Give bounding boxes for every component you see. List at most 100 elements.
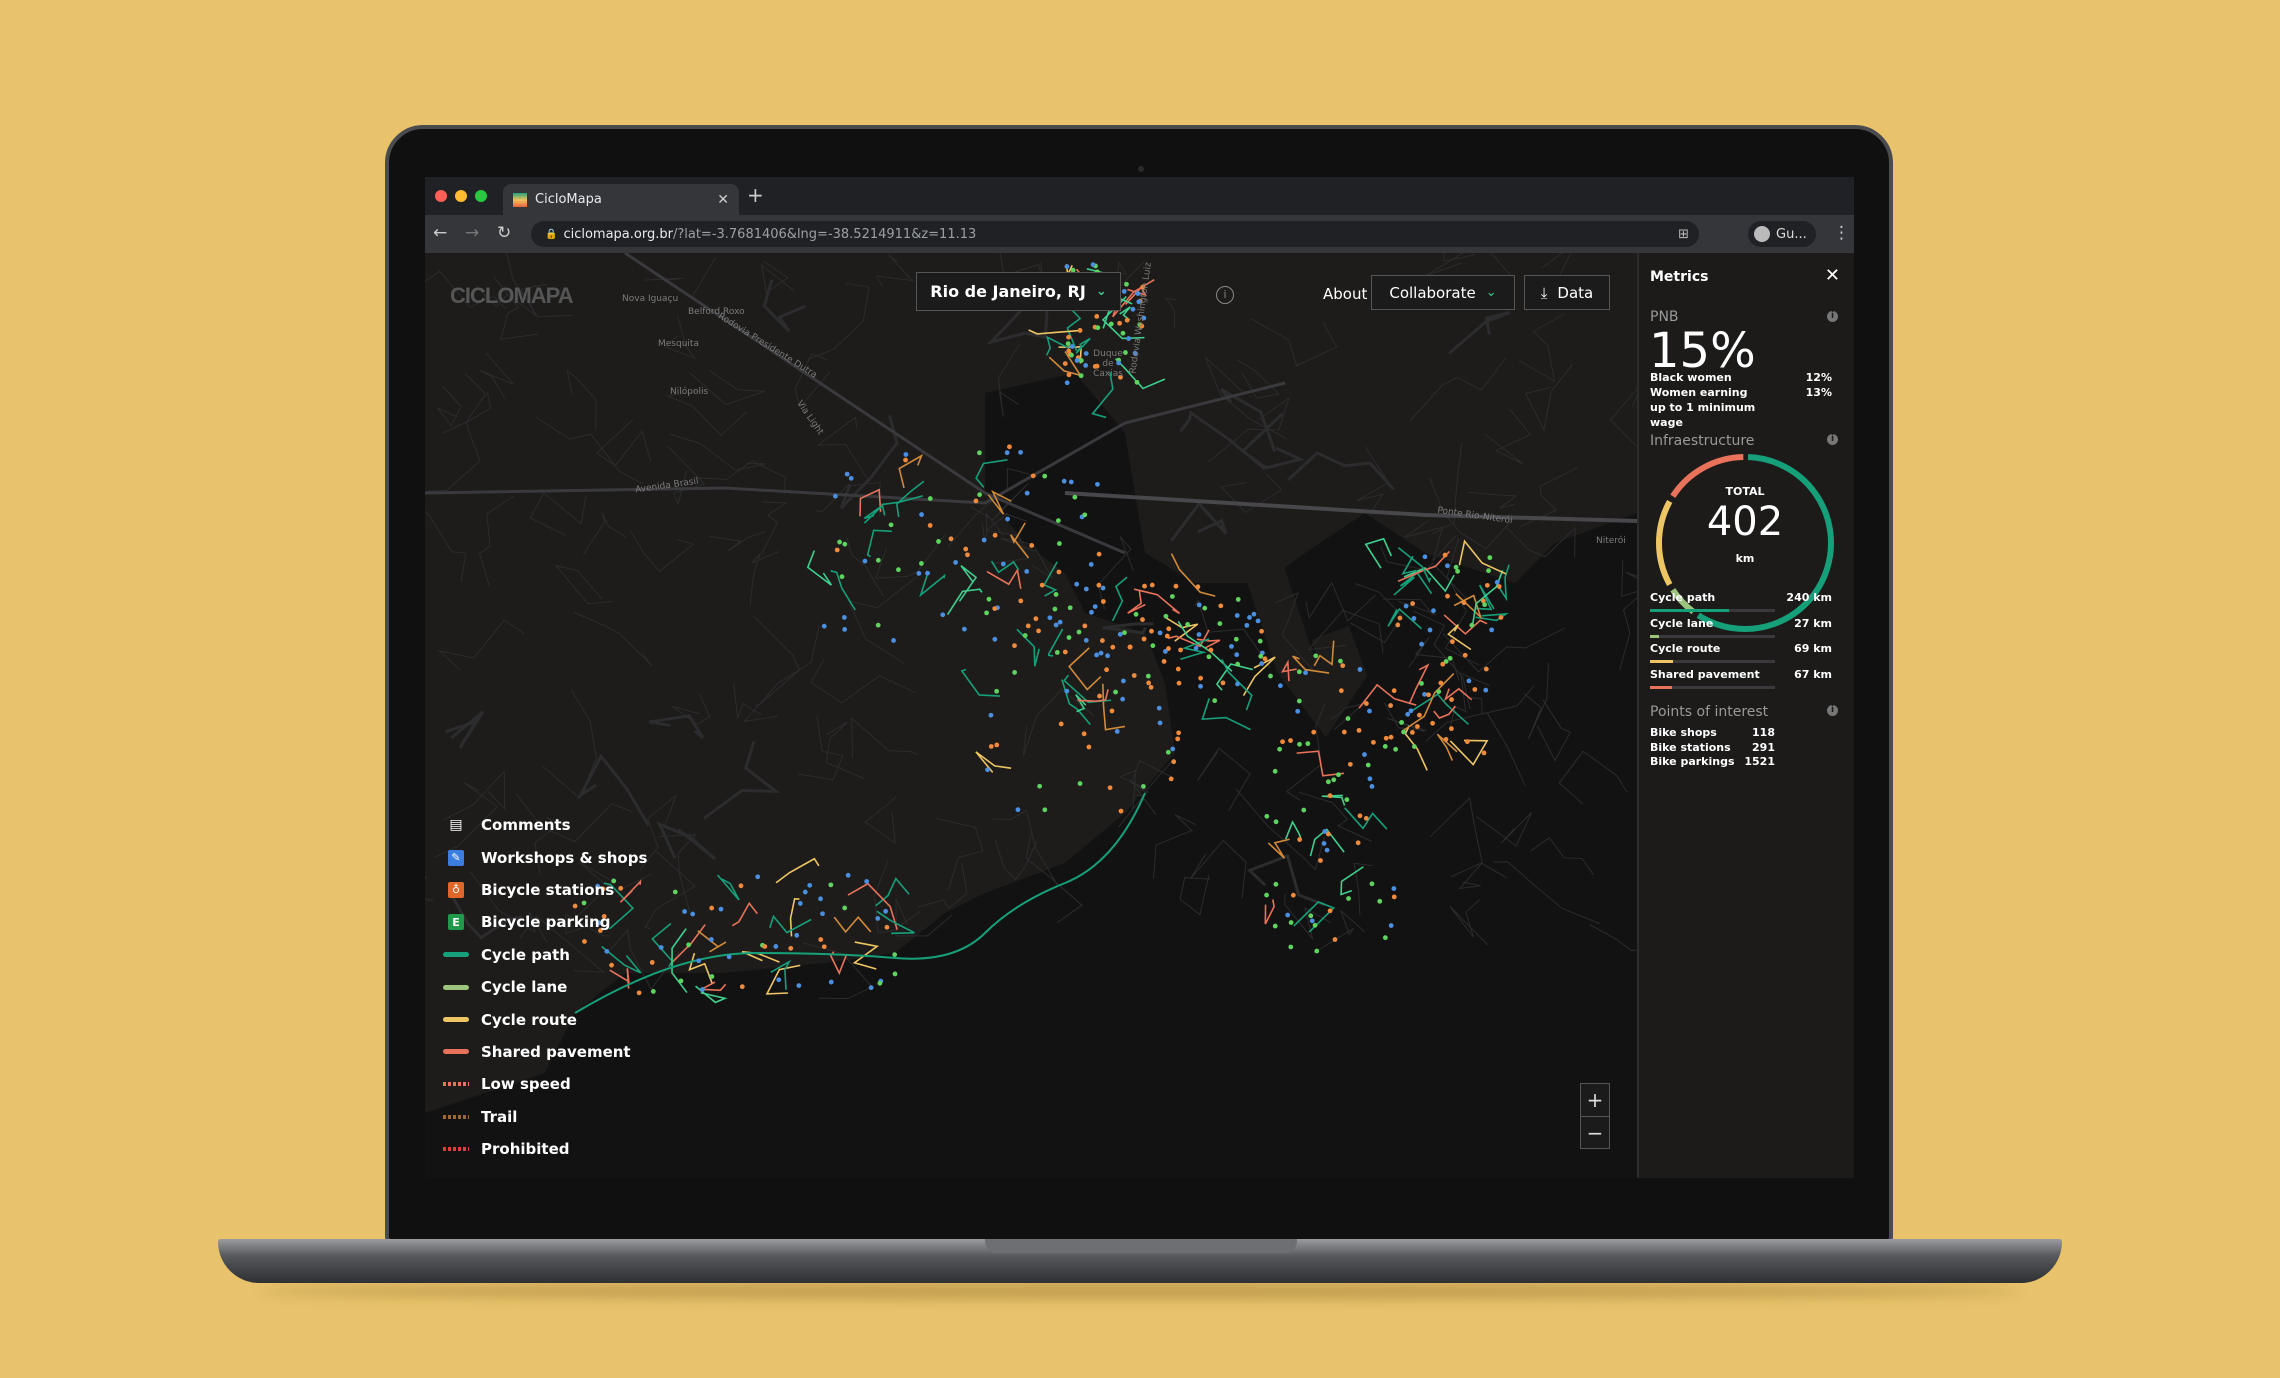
poi-marker[interactable] — [690, 911, 696, 917]
poi-marker[interactable] — [1131, 673, 1137, 678]
poi-marker[interactable] — [1445, 593, 1450, 599]
poi-marker[interactable] — [1288, 738, 1293, 743]
poi-marker[interactable] — [927, 496, 933, 501]
poi-marker[interactable] — [1327, 793, 1333, 799]
menu-icon[interactable]: ⋮ — [1833, 223, 1850, 243]
poi-marker[interactable] — [1141, 636, 1147, 642]
poi-marker[interactable] — [936, 539, 941, 544]
poi-marker[interactable] — [1388, 734, 1394, 740]
poi-marker[interactable] — [1347, 761, 1353, 767]
legend-item[interactable]: Shared pavement — [443, 1036, 647, 1068]
forward-icon[interactable]: → — [465, 223, 480, 243]
poi-marker[interactable] — [916, 571, 922, 576]
browser-tab[interactable]: CicloMapa ✕ — [503, 184, 739, 215]
poi-marker[interactable] — [1165, 749, 1171, 755]
poi-marker[interactable] — [1388, 923, 1394, 928]
poi-marker[interactable] — [1083, 351, 1089, 356]
poi-marker[interactable] — [1083, 637, 1089, 643]
minimize-window-button[interactable] — [455, 190, 467, 202]
poi-marker[interactable] — [1357, 813, 1363, 819]
city-selector[interactable]: Rio de Janeiro, RJ ⌄ — [916, 272, 1121, 311]
poi-marker[interactable] — [1029, 543, 1035, 548]
poi-marker[interactable] — [903, 452, 909, 457]
poi-marker[interactable] — [892, 971, 898, 977]
poi-marker[interactable] — [1290, 892, 1296, 898]
poi-marker[interactable] — [1176, 680, 1182, 686]
poi-marker[interactable] — [700, 987, 705, 992]
poi-marker[interactable] — [1438, 680, 1444, 686]
poi-marker[interactable] — [1403, 603, 1409, 609]
poi-marker[interactable] — [1145, 673, 1151, 679]
poi-marker[interactable] — [1142, 583, 1147, 589]
poi-marker[interactable] — [1099, 638, 1105, 643]
info-icon[interactable]: i — [1827, 311, 1838, 322]
poi-marker[interactable] — [1288, 944, 1294, 950]
poi-marker[interactable] — [1464, 739, 1470, 745]
poi-marker[interactable] — [1332, 937, 1338, 942]
poi-marker[interactable] — [1169, 594, 1175, 599]
poi-marker[interactable] — [1422, 554, 1428, 560]
poi-marker[interactable] — [1483, 687, 1489, 693]
poi-marker[interactable] — [1108, 321, 1114, 327]
poi-marker[interactable] — [718, 906, 724, 912]
poi-marker[interactable] — [1134, 379, 1140, 385]
poi-marker[interactable] — [604, 948, 610, 954]
poi-marker[interactable] — [1124, 281, 1129, 287]
poi-marker[interactable] — [1146, 680, 1152, 686]
poi-marker[interactable] — [992, 636, 998, 642]
poi-marker[interactable] — [1313, 653, 1319, 659]
poi-marker[interactable] — [1116, 360, 1122, 366]
poi-marker[interactable] — [1461, 600, 1467, 606]
poi-marker[interactable] — [1097, 693, 1102, 699]
poi-marker[interactable] — [1472, 687, 1478, 692]
poi-marker[interactable] — [1052, 606, 1058, 612]
poi-marker[interactable] — [1114, 729, 1120, 734]
poi-marker[interactable] — [807, 882, 813, 888]
poi-marker[interactable] — [1058, 721, 1064, 727]
poi-marker[interactable] — [844, 471, 850, 477]
poi-marker[interactable] — [1455, 568, 1461, 574]
poi-marker[interactable] — [1442, 552, 1448, 558]
poi-marker[interactable] — [1364, 701, 1369, 706]
poi-marker[interactable] — [1496, 584, 1502, 589]
poi-marker[interactable] — [658, 945, 664, 950]
poi-marker[interactable] — [1132, 350, 1138, 356]
poi-marker[interactable] — [1109, 708, 1115, 714]
poi-marker[interactable] — [1096, 551, 1102, 557]
poi-marker[interactable] — [1163, 649, 1168, 654]
poi-marker[interactable] — [948, 536, 954, 542]
poi-marker[interactable] — [1411, 744, 1417, 749]
poi-marker[interactable] — [1272, 768, 1278, 774]
poi-marker[interactable] — [896, 567, 901, 573]
poi-marker[interactable] — [1251, 611, 1257, 617]
info-icon[interactable]: i — [1827, 434, 1838, 445]
poi-marker[interactable] — [1078, 358, 1084, 363]
poi-marker[interactable] — [1195, 584, 1201, 590]
close-tab-icon[interactable]: ✕ — [717, 191, 729, 208]
poi-marker[interactable] — [1193, 645, 1199, 651]
poi-marker[interactable] — [1118, 808, 1124, 814]
poi-marker[interactable] — [709, 974, 715, 979]
info-icon[interactable]: i — [1827, 705, 1838, 716]
poi-marker[interactable] — [1042, 807, 1048, 813]
poi-marker[interactable] — [1039, 582, 1045, 588]
legend-item[interactable]: Cycle path — [443, 939, 647, 971]
legend-item[interactable]: Cycle lane — [443, 971, 647, 1003]
poi-marker[interactable] — [1382, 935, 1388, 941]
poi-marker[interactable] — [1419, 681, 1424, 686]
poi-marker[interactable] — [1196, 602, 1202, 608]
poi-marker[interactable] — [1344, 797, 1350, 803]
poi-marker[interactable] — [1235, 597, 1241, 602]
poi-marker[interactable] — [1220, 680, 1226, 686]
poi-marker[interactable] — [848, 475, 854, 481]
poi-marker[interactable] — [1066, 372, 1072, 378]
poi-marker[interactable] — [1178, 647, 1183, 653]
poi-marker[interactable] — [1258, 653, 1264, 659]
translate-icon[interactable]: ⊞ — [1678, 226, 1689, 242]
poi-marker[interactable] — [1487, 555, 1493, 561]
poi-marker[interactable] — [1355, 840, 1361, 846]
poi-marker[interactable] — [1345, 716, 1351, 721]
poi-marker[interactable] — [1170, 746, 1176, 752]
poi-marker[interactable] — [1410, 601, 1416, 606]
poi-marker[interactable] — [1120, 330, 1126, 336]
